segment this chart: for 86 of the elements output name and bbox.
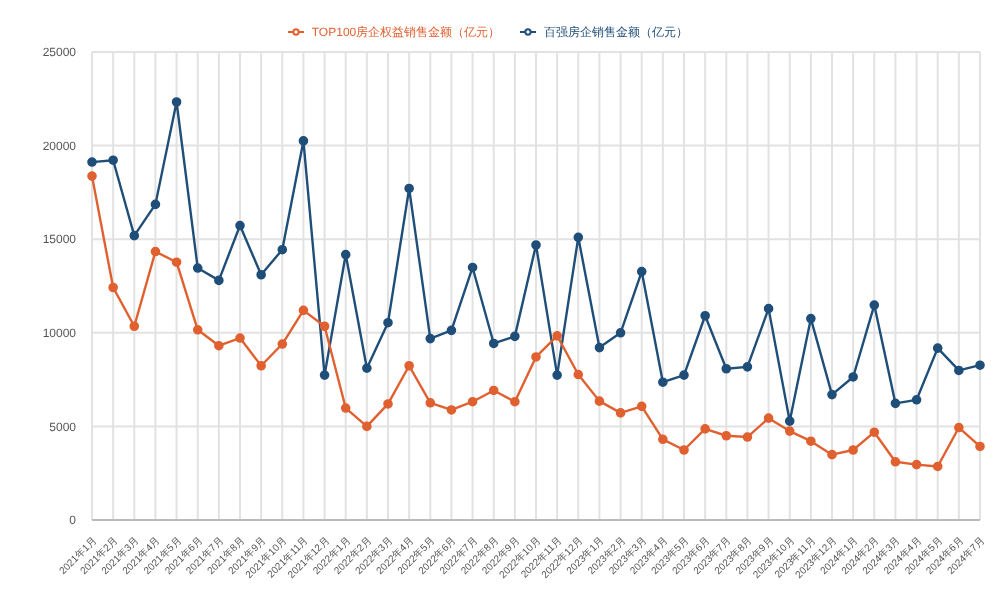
point (383, 317, 393, 328)
point (171, 97, 182, 107)
point (446, 325, 457, 336)
point (890, 398, 901, 409)
point (827, 389, 837, 400)
point (679, 370, 689, 380)
point (446, 405, 457, 415)
point (150, 246, 161, 257)
point (573, 369, 584, 380)
point (383, 399, 393, 409)
point (679, 445, 689, 455)
point (108, 155, 118, 165)
point (362, 363, 372, 373)
point (87, 157, 97, 167)
point (552, 370, 562, 380)
point (404, 360, 414, 371)
point (636, 401, 647, 412)
point (362, 421, 372, 432)
point (827, 449, 837, 460)
point (510, 331, 520, 342)
point (467, 262, 478, 273)
point (742, 432, 753, 442)
point (890, 456, 901, 467)
point (721, 363, 732, 374)
point (975, 441, 985, 452)
point (763, 413, 774, 423)
point (911, 395, 922, 405)
point (256, 269, 266, 280)
point (700, 310, 710, 321)
point (954, 422, 964, 433)
point (932, 343, 943, 353)
point (784, 416, 795, 426)
point (806, 313, 816, 324)
point (214, 275, 224, 286)
point (340, 249, 351, 260)
point (531, 240, 541, 250)
point (108, 282, 118, 293)
point (192, 325, 203, 335)
point (425, 333, 436, 344)
point (467, 396, 478, 407)
point (488, 385, 499, 396)
point (594, 396, 605, 406)
point (129, 321, 140, 332)
point (214, 340, 224, 351)
point (340, 403, 351, 413)
point (763, 303, 774, 314)
point (531, 352, 541, 362)
point (573, 232, 584, 243)
point (235, 220, 245, 231)
point (848, 445, 858, 455)
point (235, 333, 245, 343)
point (658, 377, 668, 388)
point (425, 398, 436, 408)
point (277, 339, 288, 349)
point (192, 263, 203, 273)
point (869, 427, 880, 437)
point (911, 459, 922, 470)
point (975, 360, 985, 370)
point (869, 300, 880, 310)
point (150, 199, 161, 210)
point (404, 183, 414, 194)
point (319, 370, 330, 380)
point (594, 342, 605, 353)
point (129, 230, 140, 241)
point (848, 372, 858, 382)
point (298, 136, 309, 146)
point (87, 171, 97, 181)
point (510, 396, 520, 407)
point (256, 360, 266, 371)
point (615, 328, 626, 338)
point (615, 408, 626, 418)
point (721, 430, 732, 441)
point (277, 244, 288, 255)
point (298, 305, 309, 316)
point (488, 338, 499, 349)
point (742, 362, 753, 372)
point (658, 434, 668, 445)
point (636, 266, 647, 277)
point (932, 461, 943, 472)
point (171, 257, 182, 268)
point (700, 424, 710, 434)
point (806, 436, 816, 446)
point (552, 331, 562, 341)
point (319, 321, 330, 332)
point (954, 365, 964, 376)
point (784, 426, 795, 436)
